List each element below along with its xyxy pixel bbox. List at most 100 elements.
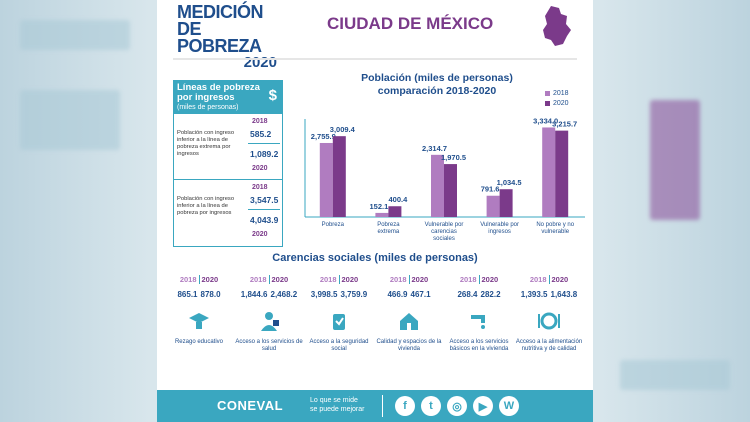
footer-bar: CONEVAL Lo que se mide se puede mejorar … (157, 390, 593, 422)
carencia-value-2020: 2,468.2 (270, 290, 298, 299)
carencia-year-2020: 2020 (481, 275, 499, 284)
carencia-year-2018: 2018 (248, 275, 270, 284)
city-title: CIUDAD DE MÉXICO (327, 14, 494, 33)
lineas-row-divider (248, 143, 280, 144)
bar-2020 (444, 164, 457, 217)
youtube-icon[interactable]: ▶ (473, 396, 493, 416)
instagram-icon[interactable]: ◎ (447, 396, 467, 416)
category-label: No pobre y no vulnerable (536, 222, 574, 235)
legend-item-2020: 2020 (545, 100, 569, 107)
bar-value-label: 2,755.9 (311, 132, 336, 141)
lineas-row-value-b: 1,089.2 (250, 149, 279, 159)
bar-2020 (499, 189, 513, 217)
carencia-value-2020: 3,759.9 (340, 290, 368, 299)
bar-value-label: 2,314.7 (422, 144, 447, 153)
infographic-card: MEDICIÓN DE POBREZA 2020 CIUDAD DE MÉXIC… (157, 0, 593, 422)
background-blur-block (620, 360, 730, 390)
wordpress-icon[interactable]: W (499, 396, 519, 416)
carencia-year-2020: 2020 (201, 275, 219, 284)
carencia-year-2020: 2020 (341, 275, 359, 284)
lineas-row: Población con ingreso inferior a la líne… (174, 114, 282, 180)
carencia-value-2020: 282.2 (480, 290, 501, 299)
coneval-logo: CONEVAL (217, 398, 284, 413)
carencia-item: 2018 2020 466.9 467.1 Calidad y espacios de … (375, 275, 443, 353)
chart-subtitle: comparación 2018-2020 (377, 85, 497, 97)
bar-value-label: 3,334.0 (533, 116, 558, 125)
lineas-row-year-b: 2020 (252, 231, 268, 238)
background-blur-block (20, 20, 130, 50)
medicion-pobreza-logo: MEDICIÓN DE POBREZA 2020 (177, 2, 287, 71)
category-label: Vulnerable por ingresos (480, 222, 519, 235)
legend-label-2020: 2020 (553, 100, 569, 107)
carencia-years: 2018 2020 (445, 275, 513, 284)
bar-2018 (431, 154, 444, 217)
legend-label-2018: 2018 (553, 90, 569, 97)
logo-line-2: DE POBREZA (177, 19, 262, 56)
carencia-year-2018: 2018 (528, 275, 550, 284)
carencia-value-2018: 268.4 (457, 290, 478, 299)
lineas-row-year-b: 2020 (252, 165, 268, 172)
carencia-years: 2018 2020 (305, 275, 373, 284)
header-divider (173, 58, 577, 60)
bar-2020 (555, 130, 569, 217)
bar-value-label: 152.1 (370, 202, 389, 211)
carencia-item: 2018 2020 268.4 282.2 Acceso a los servicios… (445, 275, 513, 353)
bar-2018 (542, 127, 556, 217)
bar-value-label: 3,009.4 (330, 125, 356, 134)
background-blur-block (20, 90, 120, 150)
chart-legend: 2018 2020 (545, 90, 569, 110)
category-label: Vulnerable por carencias sociales (425, 222, 464, 242)
lineas-row: Población con ingreso inferior a la líne… (174, 180, 282, 246)
carencia-year-2018: 2018 (178, 275, 200, 284)
carencia-value-2020: 1,643.8 (550, 290, 578, 299)
carencia-year-2018: 2018 (388, 275, 410, 284)
faucet-icon (471, 315, 485, 329)
graduation-cap-icon (189, 313, 209, 329)
footer-slogan: Lo que se mide se puede mejorar (310, 396, 364, 414)
plate-icon (538, 312, 560, 330)
carencia-item: 2018 2020 1,393.5 1,643.8 Acceso a la alimen… (515, 275, 583, 353)
dollar-icon: $ (268, 87, 277, 104)
category-label-line: carencias (431, 229, 457, 235)
carencia-values: 466.9 467.1 (375, 290, 443, 299)
carencia-values: 865.1 878.0 (165, 290, 233, 299)
carencia-values: 3,998.5 3,759.9 (305, 290, 373, 299)
lineas-row-year-a: 2018 (252, 118, 268, 125)
carencia-label: Rezago educativo (174, 339, 224, 345)
carencia-value-2018: 1,844.6 (240, 290, 268, 299)
bar-value-label: 1,034.5 (497, 178, 522, 187)
bar-value-label: 3,215.7 (552, 120, 577, 129)
category-label: Pobreza extrema (377, 222, 400, 235)
twitter-icon[interactable]: t (421, 396, 441, 416)
carencia-label: Acceso a la alimentación nutritiva y de … (515, 339, 583, 352)
carencia-values: 268.4 282.2 (445, 290, 513, 299)
category-label-line: vulnerable (541, 229, 569, 235)
facebook-icon[interactable]: f (395, 396, 415, 416)
carencia-value-2020: 467.1 (410, 290, 431, 299)
carencias-title: Carencias sociales (miles de personas) (272, 252, 478, 264)
lineas-title: Líneas de pobreza por ingresos (177, 82, 260, 103)
lineas-body: Población con ingreso inferior a la líne… (173, 114, 283, 247)
category-label-line: Vulnerable por (480, 222, 519, 228)
carencia-year-2018: 2018 (458, 275, 480, 284)
lineas-row-year-a: 2018 (252, 184, 268, 191)
logo-line-1: MEDICIÓN (177, 2, 264, 22)
background-blur-block (650, 100, 700, 220)
lineas-row-value-b: 4,043.9 (250, 215, 279, 225)
lineas-row-desc: Población con ingreso inferior a la líne… (177, 196, 235, 216)
cdmx-map-icon (543, 6, 571, 46)
legend-item-2018: 2018 (545, 90, 569, 97)
category-label-line: Pobreza (322, 222, 345, 228)
carencia-years: 2018 2020 (375, 275, 443, 284)
carencia-year-2020: 2020 (411, 275, 429, 284)
chart-title-main: Población (miles de personas) (361, 72, 513, 84)
lineas-row-value-a: 585.2 (250, 129, 272, 139)
carencia-value-2018: 1,393.5 (520, 290, 548, 299)
category-label-line: Pobreza (377, 222, 400, 228)
carencia-value-2018: 865.1 (177, 290, 198, 299)
carencia-values: 1,393.5 1,643.8 (515, 290, 583, 299)
carencia-label: Acceso a los servicios de salud (235, 339, 303, 352)
legend-swatch-2018 (545, 91, 550, 96)
carencia-label: Acceso a la seguridad social (309, 339, 369, 352)
lineas-row-value-a: 3,547.5 (250, 195, 279, 205)
